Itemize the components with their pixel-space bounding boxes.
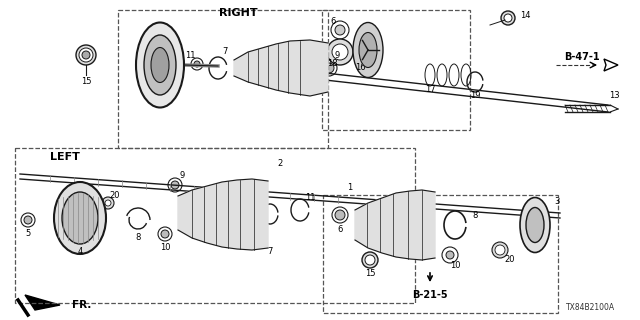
Text: RIGHT: RIGHT — [219, 8, 257, 18]
Text: 6: 6 — [337, 226, 342, 235]
Circle shape — [504, 14, 512, 22]
Text: 8: 8 — [135, 234, 141, 243]
Ellipse shape — [54, 182, 106, 254]
Circle shape — [335, 25, 345, 35]
Circle shape — [79, 48, 93, 62]
Text: 15: 15 — [81, 77, 92, 86]
Text: 15: 15 — [365, 268, 375, 277]
Text: TX84B2100A: TX84B2100A — [566, 303, 615, 312]
Ellipse shape — [359, 33, 377, 68]
Bar — [118, 10, 328, 148]
Circle shape — [332, 44, 348, 60]
Circle shape — [365, 255, 375, 265]
Text: B-21-5: B-21-5 — [412, 290, 448, 300]
Circle shape — [324, 63, 334, 73]
Text: 4: 4 — [77, 247, 83, 257]
Text: 9: 9 — [334, 51, 340, 60]
Circle shape — [76, 45, 96, 65]
Circle shape — [495, 245, 505, 255]
Text: 2: 2 — [277, 158, 283, 167]
Circle shape — [102, 197, 114, 209]
Text: 9: 9 — [179, 171, 184, 180]
Polygon shape — [25, 295, 60, 310]
Ellipse shape — [520, 197, 550, 252]
Ellipse shape — [144, 35, 176, 95]
Text: 14: 14 — [520, 12, 531, 20]
Bar — [15, 148, 415, 303]
Circle shape — [446, 251, 454, 259]
Text: 16: 16 — [355, 63, 365, 73]
Circle shape — [335, 210, 345, 220]
Text: 11: 11 — [305, 194, 316, 203]
Text: 20: 20 — [505, 255, 515, 265]
Circle shape — [194, 61, 200, 67]
Circle shape — [492, 242, 508, 258]
Circle shape — [105, 200, 111, 206]
Ellipse shape — [151, 47, 169, 83]
Text: 3: 3 — [554, 197, 560, 206]
Bar — [322, 10, 470, 130]
Polygon shape — [355, 190, 435, 260]
Circle shape — [82, 51, 90, 59]
Text: 11: 11 — [185, 51, 195, 60]
Text: 8: 8 — [472, 211, 477, 220]
Text: 7: 7 — [222, 47, 228, 57]
Circle shape — [24, 216, 32, 224]
Text: 6: 6 — [330, 18, 336, 27]
Ellipse shape — [136, 22, 184, 108]
Text: 10: 10 — [450, 260, 460, 269]
Polygon shape — [604, 59, 618, 71]
Text: B-47-1: B-47-1 — [564, 52, 600, 62]
Circle shape — [362, 252, 378, 268]
Text: 5: 5 — [26, 228, 31, 237]
Circle shape — [501, 11, 515, 25]
Circle shape — [161, 230, 169, 238]
Text: 7: 7 — [268, 247, 273, 257]
Ellipse shape — [353, 22, 383, 77]
Text: FR.: FR. — [72, 300, 92, 310]
Bar — [323, 195, 558, 313]
Circle shape — [171, 181, 179, 189]
Text: 10: 10 — [160, 243, 170, 252]
Text: 17: 17 — [425, 85, 435, 94]
Text: 19: 19 — [470, 91, 480, 100]
Circle shape — [327, 39, 353, 65]
Text: 1: 1 — [348, 182, 353, 191]
Polygon shape — [234, 40, 328, 96]
Ellipse shape — [62, 192, 98, 244]
Text: 18: 18 — [326, 59, 337, 68]
Text: LEFT: LEFT — [50, 152, 80, 162]
Ellipse shape — [526, 207, 544, 243]
Polygon shape — [178, 179, 268, 250]
Text: 20: 20 — [109, 190, 120, 199]
Text: 13: 13 — [609, 91, 620, 100]
